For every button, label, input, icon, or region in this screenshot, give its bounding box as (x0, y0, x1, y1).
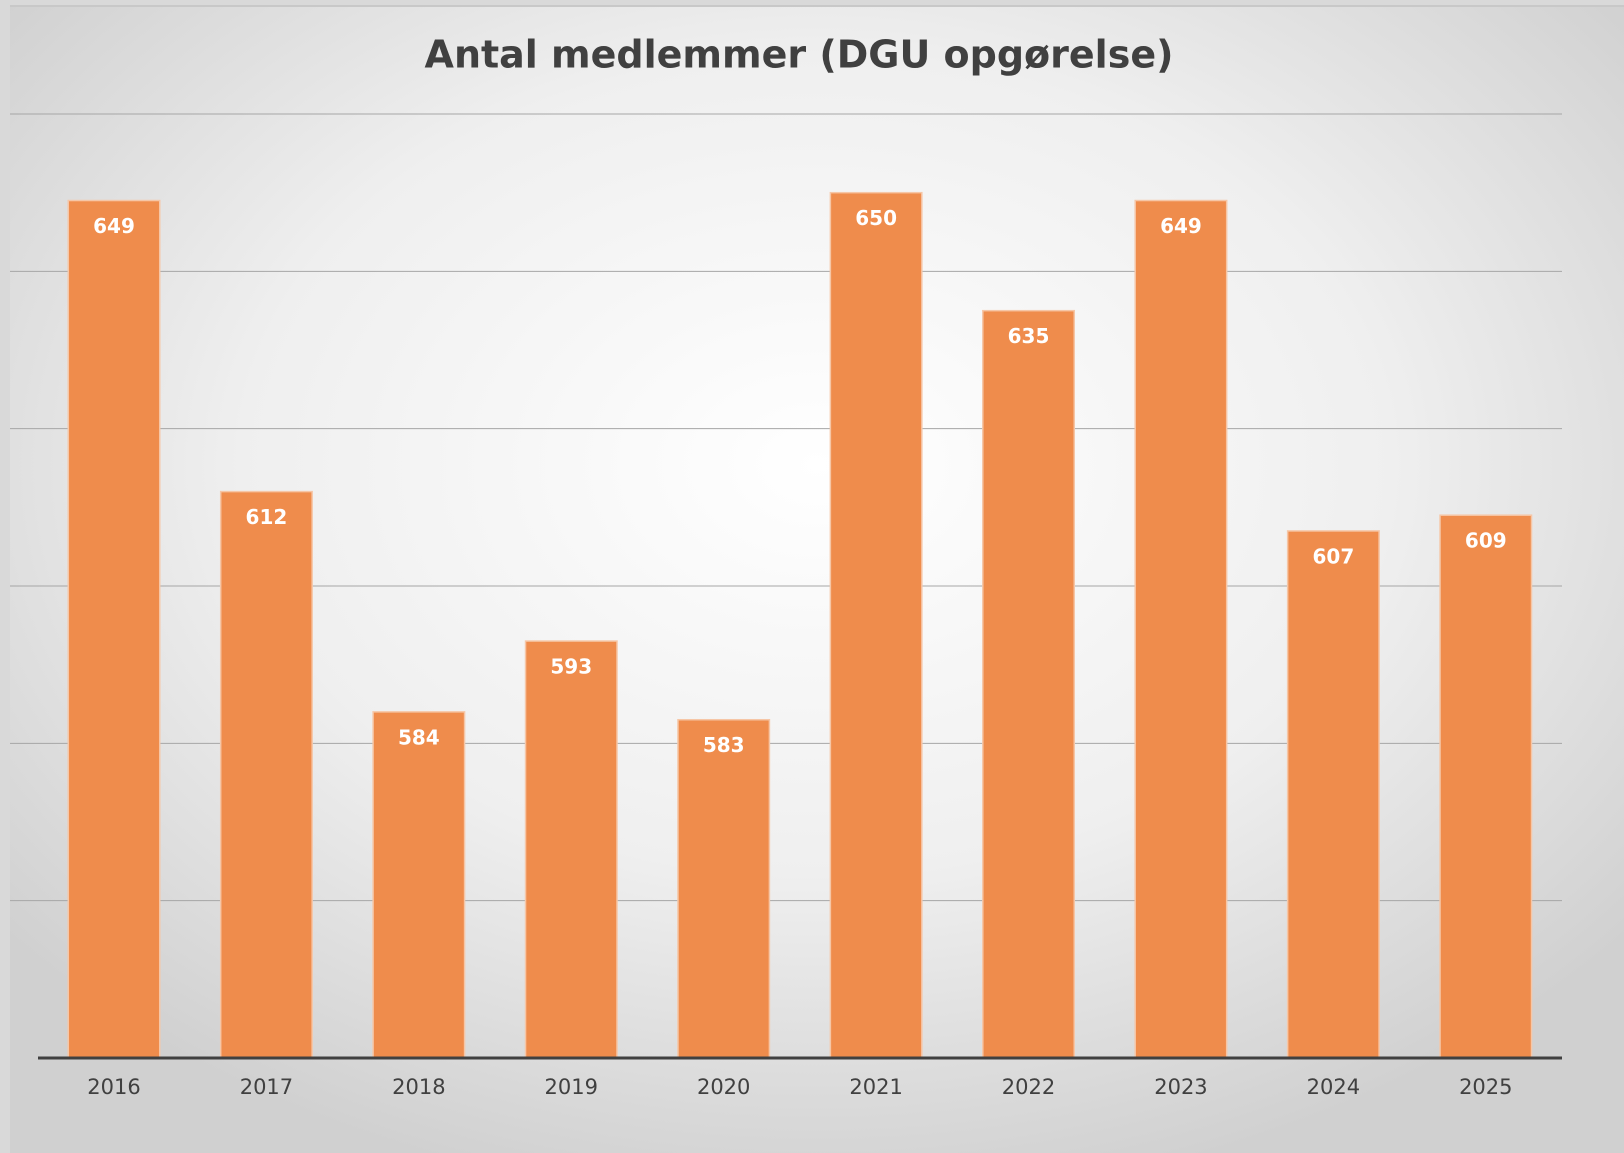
bar (677, 718, 771, 1059)
value-label: 607 (1312, 544, 1354, 568)
bar (829, 191, 923, 1059)
value-label: 612 (246, 505, 288, 529)
bar (982, 309, 1076, 1059)
value-label: 609 (1465, 529, 1507, 553)
value-label: 593 (550, 655, 592, 679)
bar (1439, 514, 1533, 1059)
bar (1134, 199, 1228, 1059)
value-label: 650 (855, 206, 897, 230)
x-tick-label: 2024 (1307, 1075, 1360, 1099)
chart-title: Antal medlemmer (DGU opgørelse) (425, 33, 1174, 77)
x-tick-label: 2023 (1154, 1075, 1207, 1099)
bar (67, 199, 161, 1059)
value-label: 649 (1160, 214, 1202, 238)
value-label: 584 (398, 725, 440, 749)
bar (1286, 530, 1380, 1059)
value-label: 649 (93, 214, 135, 238)
value-label: 635 (1008, 324, 1050, 348)
x-tick-label: 2018 (392, 1075, 445, 1099)
x-tick-label: 2022 (1002, 1075, 1055, 1099)
bar (524, 640, 618, 1059)
value-label: 583 (703, 733, 745, 757)
bar (219, 490, 313, 1059)
x-tick-label: 2020 (697, 1075, 750, 1099)
bar (372, 711, 466, 1059)
x-tick-label: 2021 (849, 1075, 902, 1099)
x-tick-label: 2016 (87, 1075, 140, 1099)
x-tick-label: 2019 (545, 1075, 598, 1099)
x-tick-label: 2025 (1459, 1075, 1512, 1099)
x-tick-label: 2017 (240, 1075, 293, 1099)
